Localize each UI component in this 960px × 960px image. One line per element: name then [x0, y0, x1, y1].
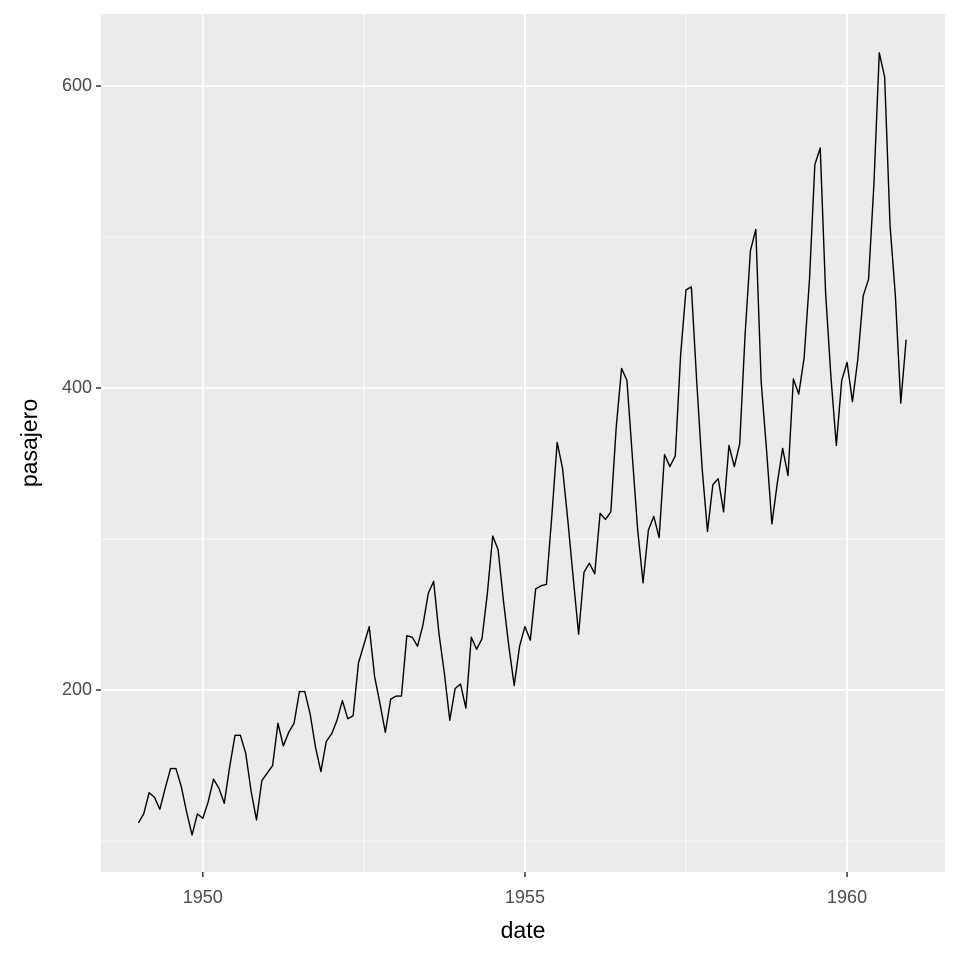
- series-line: [137, 52, 907, 836]
- y-tick-label: 600: [62, 75, 92, 95]
- x-tick-label: 1955: [505, 887, 545, 907]
- x-tick-label: 1960: [827, 887, 867, 907]
- y-tick-label: 400: [62, 377, 92, 397]
- y-tick-label: 200: [62, 679, 92, 699]
- panel: [101, 14, 945, 872]
- x-axis-title: date: [501, 917, 546, 943]
- y-axis-title: pasajero: [16, 399, 42, 487]
- x-tick-label: 1950: [183, 887, 223, 907]
